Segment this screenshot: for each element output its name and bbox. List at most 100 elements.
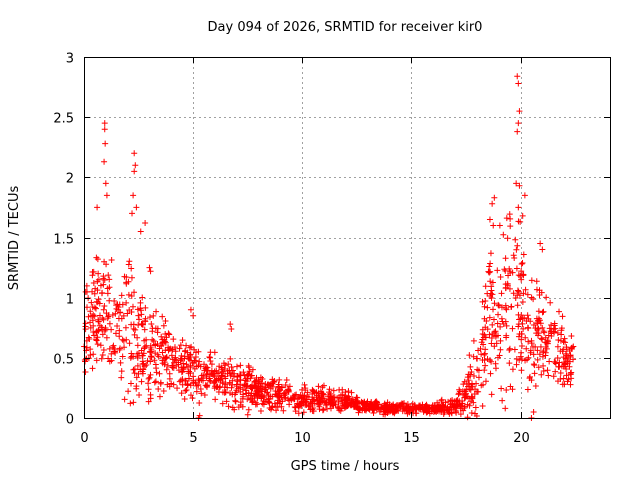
data-point [269, 403, 276, 410]
data-point [561, 381, 568, 388]
data-point [259, 392, 266, 399]
data-point [514, 292, 521, 299]
data-point [103, 261, 110, 268]
data-point [257, 408, 264, 415]
data-point [534, 347, 541, 354]
data-point [537, 320, 544, 327]
data-point [87, 352, 94, 359]
data-point [142, 318, 149, 325]
data-point [518, 268, 525, 275]
data-point [168, 352, 175, 359]
data-point [332, 401, 339, 408]
data-point [98, 290, 105, 297]
data-point [498, 385, 505, 392]
data-point [203, 373, 210, 380]
data-point [552, 368, 559, 375]
data-point [555, 336, 562, 343]
data-point [515, 288, 522, 295]
data-point [540, 328, 547, 335]
data-point [530, 351, 537, 358]
data-point [341, 399, 348, 406]
data-point [559, 313, 566, 320]
data-point [551, 320, 558, 327]
data-point [139, 368, 146, 375]
data-point [319, 391, 326, 398]
data-point [219, 400, 226, 407]
data-point [101, 158, 108, 165]
data-point [119, 336, 126, 343]
data-point [374, 401, 381, 408]
data-point [179, 376, 186, 383]
data-point [513, 355, 520, 362]
data-point [472, 404, 479, 411]
data-point [95, 270, 102, 277]
data-point [455, 391, 462, 398]
data-point [93, 336, 100, 343]
data-point [456, 386, 463, 393]
data-point [163, 366, 170, 373]
data-point [228, 364, 235, 371]
data-point [127, 354, 134, 361]
data-point [152, 342, 159, 349]
data-point [118, 374, 125, 381]
data-point [525, 338, 532, 345]
data-point [322, 402, 329, 409]
data-point [197, 385, 204, 392]
data-point [143, 362, 150, 369]
data-point [336, 386, 343, 393]
data-point [237, 371, 244, 378]
data-point [567, 371, 574, 378]
data-point [516, 316, 523, 323]
data-point [202, 382, 209, 389]
data-point [538, 371, 545, 378]
data-point [166, 383, 173, 390]
data-point [112, 330, 119, 337]
data-point [188, 357, 195, 364]
data-point [449, 401, 456, 408]
data-point [89, 269, 96, 276]
data-point [567, 381, 574, 388]
data-point [488, 335, 495, 342]
data-point [147, 358, 154, 365]
data-point [187, 392, 194, 399]
data-point [293, 391, 300, 398]
data-point [552, 360, 559, 367]
data-point [298, 395, 305, 402]
data-point [509, 366, 516, 373]
data-point [134, 334, 141, 341]
data-point [550, 373, 557, 380]
data-point [146, 264, 153, 271]
data-point [91, 290, 98, 297]
data-point [491, 300, 498, 307]
data-point [165, 330, 172, 337]
data-point [114, 323, 121, 330]
data-point [496, 352, 503, 359]
data-point [122, 324, 129, 331]
data-point [506, 285, 513, 292]
data-point [105, 272, 112, 279]
data-point [96, 322, 103, 329]
data-point [218, 373, 225, 380]
data-point [543, 345, 550, 352]
y-tick-label: 1.5 [53, 233, 74, 248]
data-point [228, 325, 235, 332]
data-point [482, 362, 489, 369]
data-point [139, 321, 146, 328]
data-point [225, 403, 232, 410]
data-point [327, 392, 334, 399]
data-point [88, 299, 95, 306]
data-point [539, 336, 546, 343]
data-point [524, 324, 531, 331]
data-point [509, 269, 516, 276]
data-point [466, 352, 473, 359]
data-point [504, 280, 511, 287]
data-point [152, 361, 159, 368]
data-point [281, 389, 288, 396]
data-point [518, 336, 525, 343]
data-point [157, 380, 164, 387]
data-point [85, 313, 92, 320]
data-point [509, 386, 516, 393]
data-point [246, 368, 253, 375]
data-point [384, 399, 391, 406]
data-point [411, 403, 418, 410]
